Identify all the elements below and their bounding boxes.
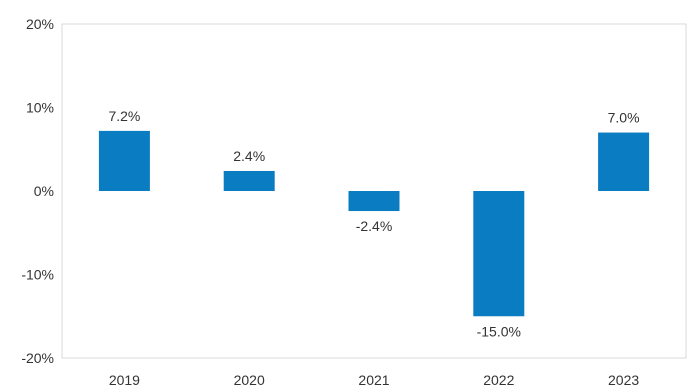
y-tick-label: 10% (26, 100, 54, 116)
data-label-2021: -2.4% (356, 218, 393, 234)
bar-2022 (473, 191, 525, 317)
bar-2019 (98, 130, 150, 191)
bar-2020 (223, 170, 275, 191)
x-tick-label: 2022 (483, 372, 514, 388)
bar-2023 (598, 132, 650, 191)
x-tick-label: 2023 (608, 372, 639, 388)
bar-2021 (348, 191, 400, 212)
y-tick-label: 20% (26, 16, 54, 32)
x-tick-label: 2021 (358, 372, 389, 388)
plot-area (61, 23, 687, 359)
y-tick-label: -20% (21, 350, 54, 366)
data-label-2022: -15.0% (477, 323, 521, 339)
x-tick-label: 2020 (234, 372, 265, 388)
data-label-2019: 7.2% (108, 108, 140, 124)
data-label-2023: 7.0% (608, 110, 640, 126)
x-tick-label: 2019 (109, 372, 140, 388)
data-label-2020: 2.4% (233, 148, 265, 164)
y-tick-label: 0% (34, 183, 54, 199)
y-tick-label: -10% (21, 267, 54, 283)
